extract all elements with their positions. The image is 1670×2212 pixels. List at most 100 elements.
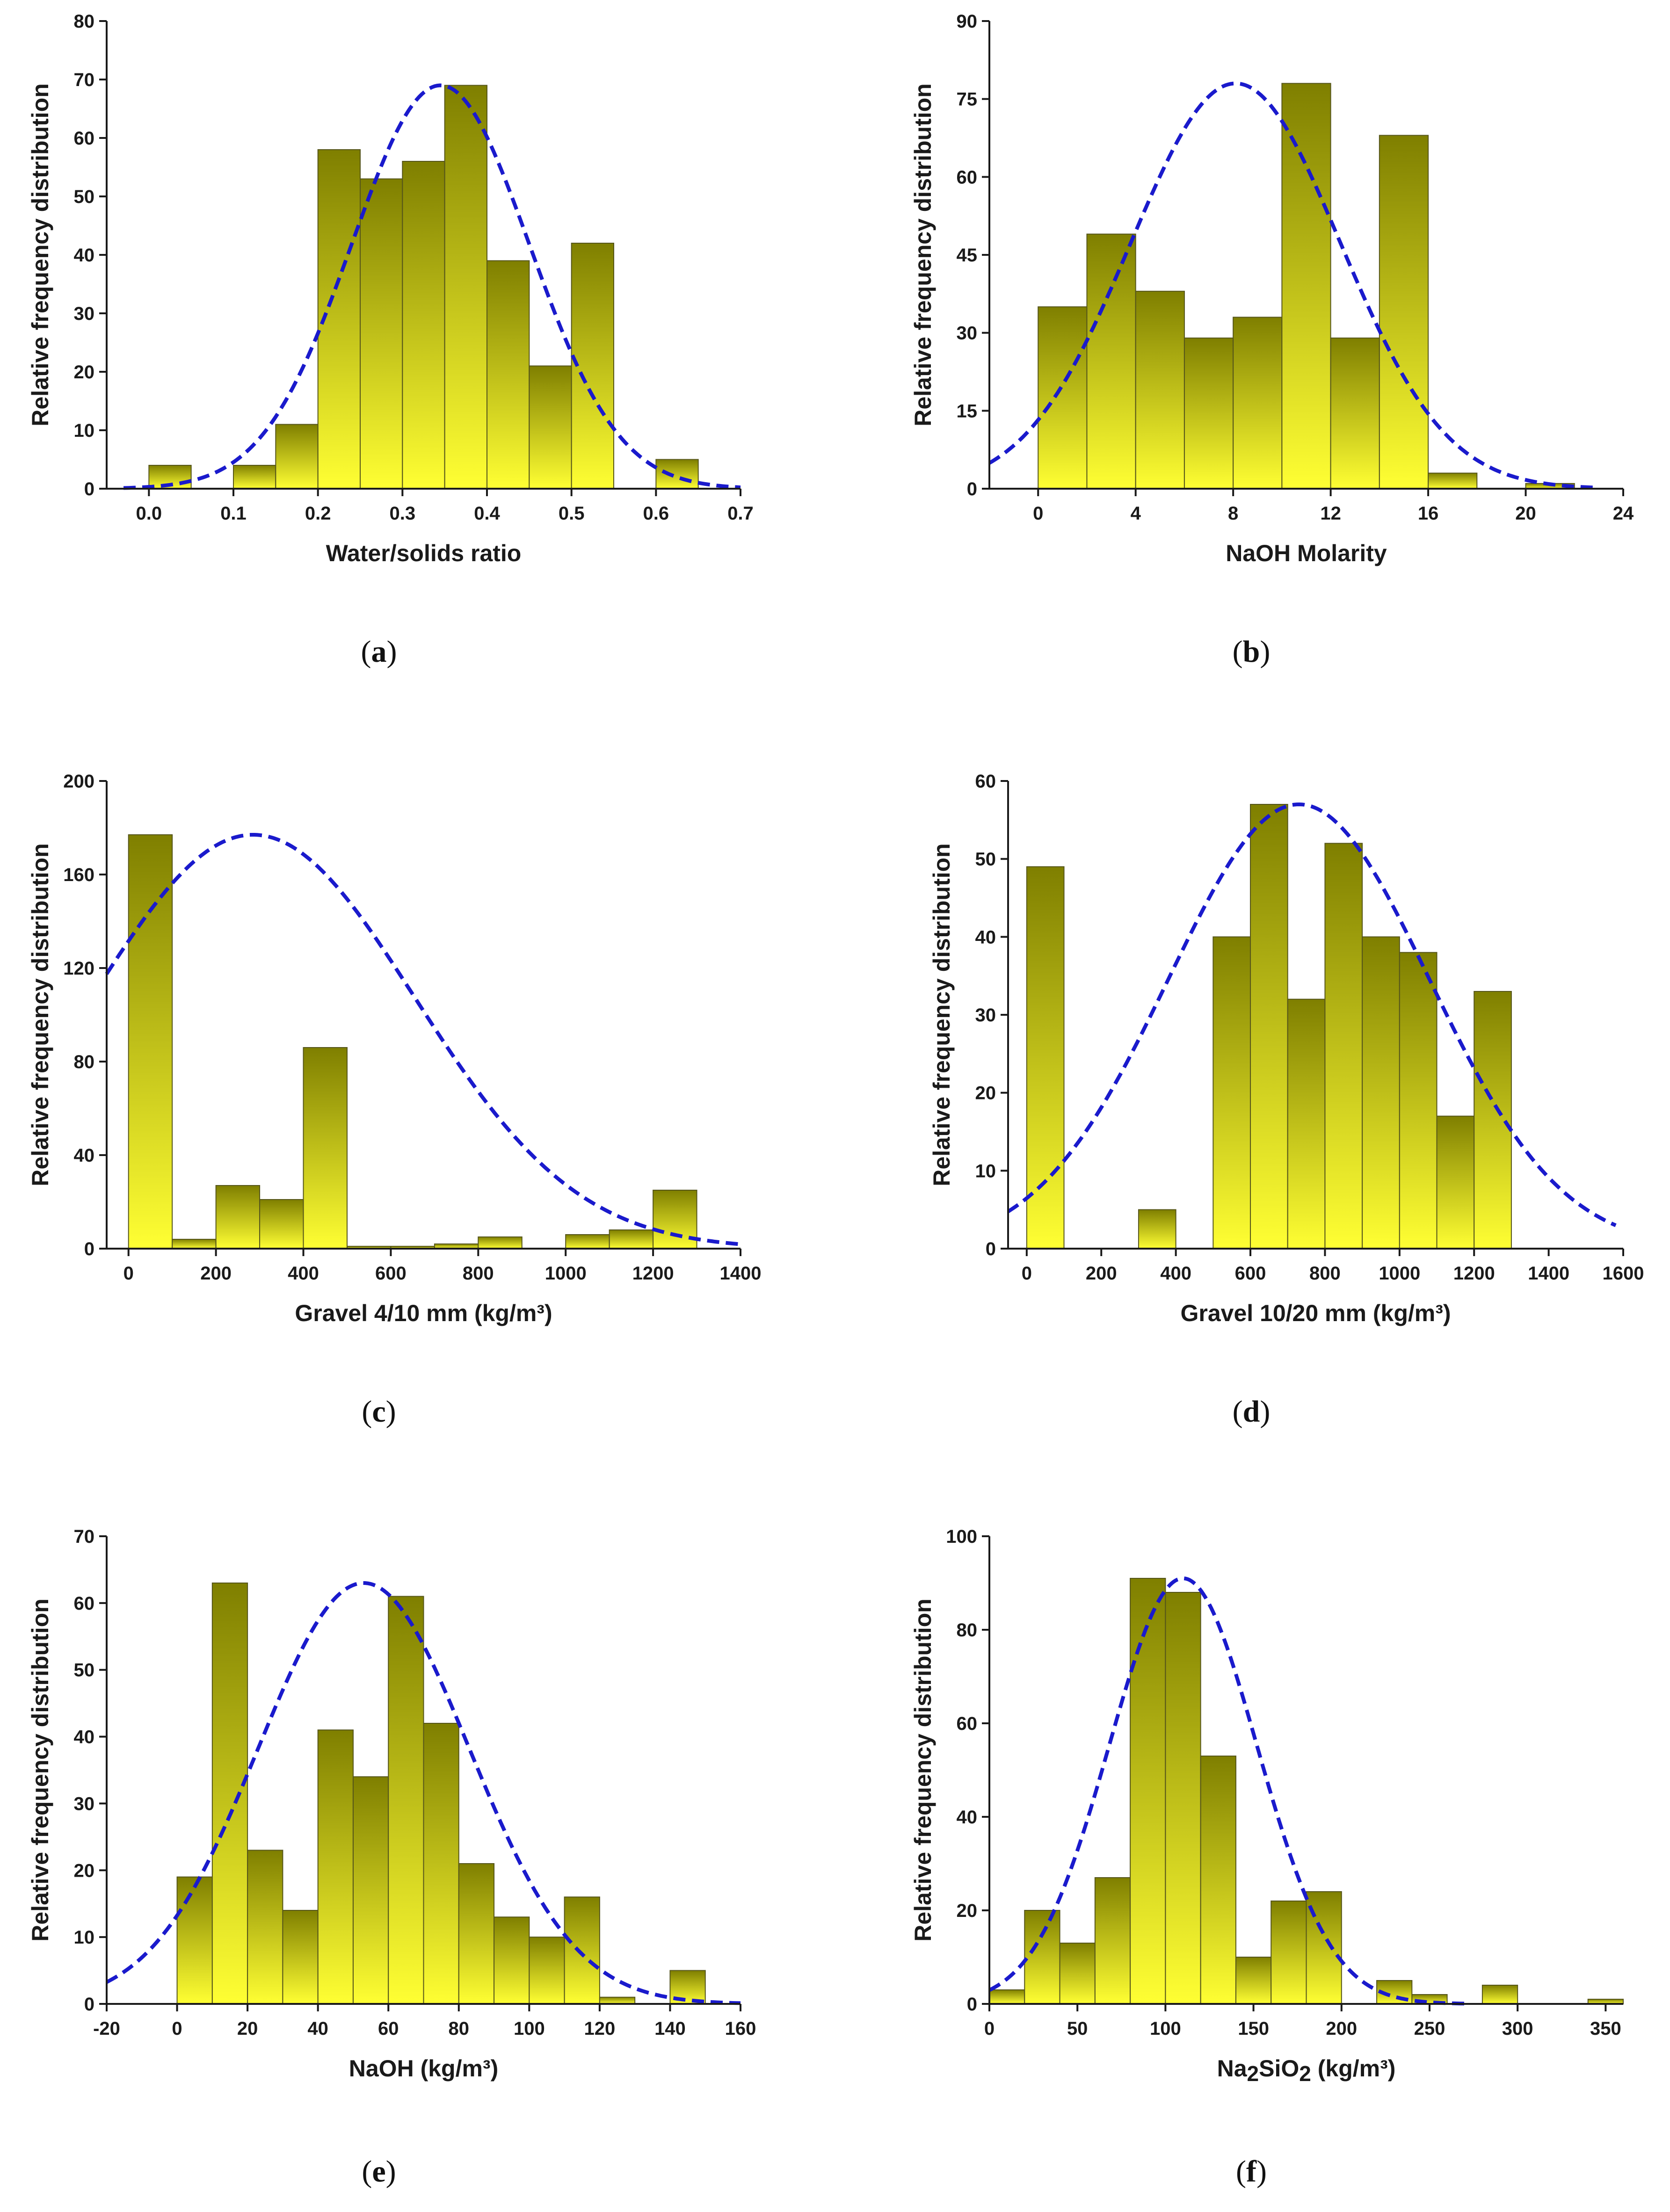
- histogram-bar: [1130, 1578, 1166, 2004]
- x-tick-label: 120: [584, 2018, 616, 2039]
- x-tick-label: 140: [654, 2018, 686, 2039]
- y-tick-label: 30: [975, 1005, 996, 1026]
- y-axis-title: Relative frequency distribution: [27, 843, 53, 1186]
- x-tick-label: 0.3: [390, 503, 416, 524]
- histogram-bar: [1271, 1901, 1307, 2004]
- histogram-bar: [1481, 1985, 1518, 2004]
- y-axis-title: Relative frequency distribution: [27, 83, 53, 426]
- y-axis-title: Relative frequency distribution: [910, 1598, 936, 1941]
- y-tick-label: 100: [946, 1526, 977, 1547]
- y-tick-label: 0: [986, 1239, 996, 1259]
- x-tick-label: 0: [1022, 1263, 1032, 1284]
- bars: [989, 1578, 1624, 2004]
- histogram-bar: [1379, 135, 1429, 489]
- x-tick-label: 0.0: [136, 503, 162, 524]
- y-tick-label: 60: [957, 167, 978, 188]
- histogram-bar: [1165, 1592, 1201, 2004]
- x-tick-label: 800: [463, 1263, 494, 1284]
- x-tick-label: 1200: [632, 1263, 674, 1284]
- histogram-bar: [458, 1863, 495, 2004]
- histogram-bar: [1324, 843, 1363, 1250]
- x-tick-label: 1000: [545, 1263, 587, 1284]
- histogram-bar: [423, 1723, 459, 2004]
- histogram-bar: [1135, 290, 1185, 489]
- histogram-bar: [128, 834, 173, 1249]
- y-tick-label: 50: [74, 187, 95, 207]
- histogram-bar: [1399, 952, 1438, 1249]
- x-tick-label: 1200: [1453, 1263, 1495, 1284]
- y-tick-label: 50: [975, 849, 996, 870]
- y-tick-label: 40: [74, 1727, 95, 1748]
- x-tick-label: 0: [1033, 503, 1043, 524]
- bars: [1038, 83, 1575, 490]
- x-tick-label: -20: [93, 2018, 120, 2039]
- x-tick-label: 400: [1160, 1263, 1191, 1284]
- normal-distribution-curve: [106, 1581, 741, 2005]
- x-tick-label: 400: [288, 1263, 319, 1284]
- y-tick-label: 80: [74, 1052, 95, 1072]
- x-tick-label: 8: [1228, 503, 1238, 524]
- bars: [1026, 804, 1512, 1250]
- x-tick-label: 24: [1613, 503, 1634, 524]
- histogram-bar: [1474, 991, 1512, 1249]
- y-axis-title: Relative frequency distribution: [929, 843, 955, 1186]
- normal-distribution-curve: [988, 1576, 1465, 2006]
- x-tick-label: 12: [1320, 503, 1341, 524]
- y-tick-label: 50: [74, 1660, 95, 1681]
- x-tick-label: 300: [1502, 2018, 1533, 2039]
- x-tick-label: 0: [123, 1263, 134, 1284]
- y-tick-label: 75: [957, 89, 978, 110]
- x-tick-label: 0.4: [474, 503, 500, 524]
- x-axis-title: NaOH Molarity: [1226, 540, 1387, 566]
- histogram-bar: [529, 365, 572, 489]
- histogram-bar: [1287, 998, 1326, 1250]
- histogram-bar: [1038, 306, 1088, 489]
- histogram-bar: [478, 1236, 523, 1249]
- histogram-bar: [176, 1876, 213, 2005]
- histogram-bar: [1428, 472, 1478, 490]
- y-axis-title: Relative frequency distribution: [910, 83, 936, 426]
- x-tick-label: 0: [172, 2018, 182, 2039]
- histogram-bar: [655, 459, 699, 489]
- histogram-bar: [564, 1896, 600, 2004]
- x-axis-title: Na2SiO2 (kg/m³): [1217, 2055, 1396, 2086]
- y-tick-label: 20: [74, 1860, 95, 1881]
- histogram-bar: [1233, 317, 1283, 489]
- y-tick-label: 10: [975, 1161, 996, 1181]
- x-tick-label: 20: [237, 2018, 258, 2039]
- y-tick-label: 70: [74, 1526, 95, 1547]
- bars: [128, 834, 697, 1249]
- x-axis-title: NaOH (kg/m³): [349, 2055, 498, 2082]
- y-tick-label: 0: [84, 1994, 94, 2015]
- histogram-bar: [275, 424, 319, 489]
- panel-label: (c): [362, 1395, 396, 1429]
- y-tick-label: 70: [74, 70, 95, 90]
- histogram-bar: [172, 1239, 217, 1249]
- histogram-bar: [1094, 1877, 1131, 2004]
- histogram-bar: [1213, 936, 1251, 1250]
- y-tick-label: 20: [975, 1083, 996, 1104]
- histogram-bar: [1059, 1943, 1096, 2004]
- x-tick-label: 0.1: [220, 503, 247, 524]
- y-tick-label: 40: [957, 1807, 978, 1828]
- x-tick-label: 40: [307, 2018, 328, 2039]
- histogram-bar: [388, 1596, 424, 2005]
- x-tick-label: 0: [984, 2018, 995, 2039]
- histogram-bar: [1138, 1209, 1176, 1250]
- x-tick-label: 0.6: [643, 503, 669, 524]
- y-tick-label: 80: [74, 11, 95, 32]
- histogram-bar: [215, 1185, 261, 1249]
- y-axis-title: Relative frequency distribution: [27, 1598, 53, 1941]
- y-tick-label: 30: [74, 304, 95, 324]
- x-tick-label: 0.5: [559, 503, 585, 524]
- histogram-bar: [1330, 337, 1380, 489]
- y-tick-label: 0: [84, 479, 94, 499]
- bars: [148, 85, 699, 489]
- x-tick-label: 200: [1086, 1263, 1117, 1284]
- x-tick-label: 600: [1235, 1263, 1266, 1284]
- y-tick-label: 90: [957, 11, 978, 32]
- y-tick-label: 60: [74, 1593, 95, 1614]
- x-tick-label: 50: [1067, 2018, 1088, 2039]
- histogram-bar: [360, 178, 403, 489]
